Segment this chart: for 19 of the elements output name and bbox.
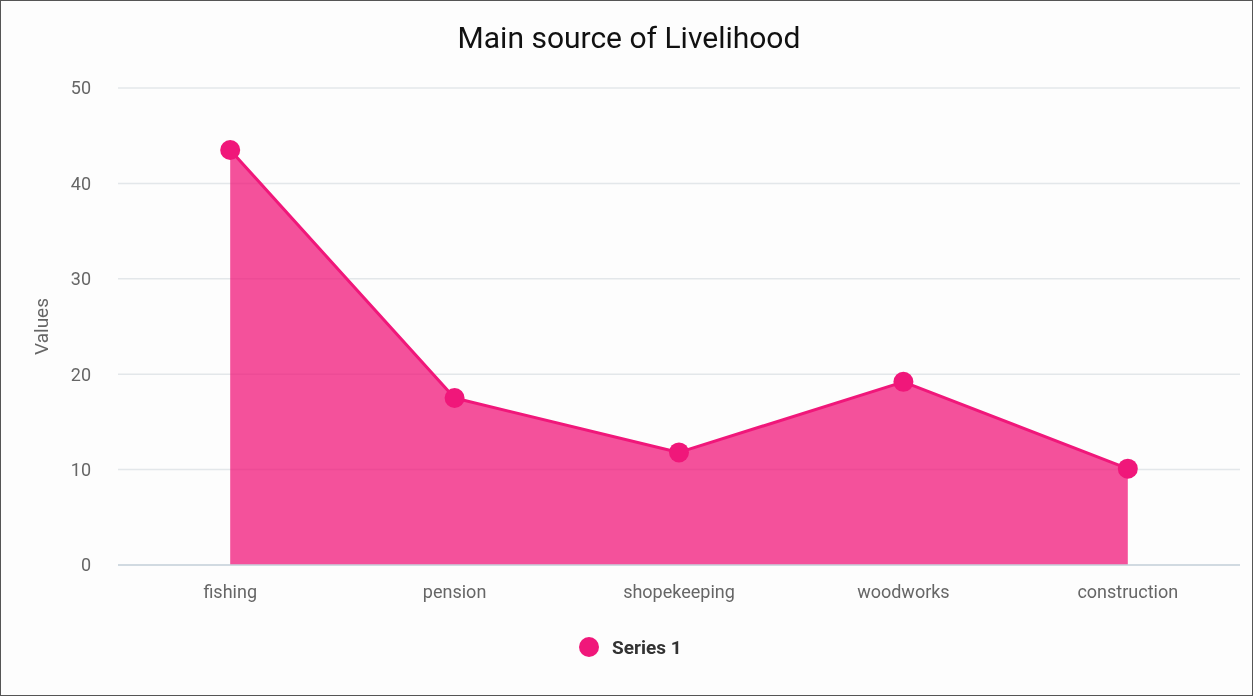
point [1117, 458, 1138, 479]
point [893, 371, 914, 392]
x-tick-label: woodworks [857, 581, 950, 602]
y-tick-label: 20 [70, 363, 91, 385]
legend-label: Series 1 [612, 635, 682, 659]
point [669, 442, 689, 463]
y-tick-label: 50 [70, 77, 91, 99]
y-tick-label: 40 [70, 172, 91, 194]
point [220, 140, 241, 161]
x-tick-label: shopekeeping [623, 581, 735, 602]
chart-title: Main source of Livelihood [457, 20, 801, 55]
y-tick-label: 0 [80, 554, 91, 576]
point [444, 388, 465, 409]
x-tick-label: construction [1077, 581, 1179, 602]
y-axis-title: Values [30, 298, 53, 355]
y-tick-label: 10 [70, 458, 91, 480]
y-tick-label: 30 [70, 268, 91, 290]
x-tick-label: pension [422, 581, 487, 602]
x-tick-label: fishing [203, 581, 257, 602]
